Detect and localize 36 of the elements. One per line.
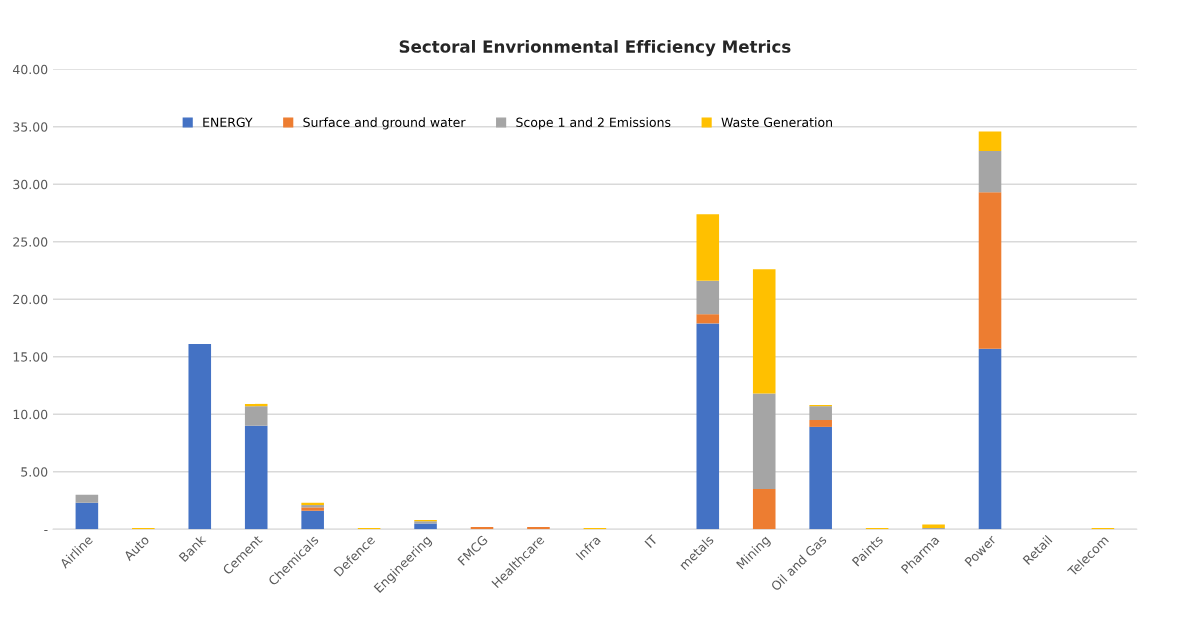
bar (414, 523, 437, 530)
bar (301, 510, 324, 530)
x-tick-label: IT (644, 534, 659, 548)
y-tick-label: 40.00 (12, 64, 48, 75)
y-tick-label: 20.00 (13, 294, 48, 305)
chart-title: Sectoral Envrionmental Efficiency Metrics (399, 39, 791, 57)
bar (809, 406, 832, 420)
bar (978, 192, 1002, 349)
bar (696, 323, 720, 530)
legend-label: Scope 1 and 2 Emissions (516, 117, 671, 130)
bar (244, 425, 268, 530)
bar (696, 214, 720, 281)
legend-label: Surface and ground water (303, 117, 466, 130)
y-tick-label: 5.00 (21, 467, 48, 477)
y-tick-label: 35.00 (13, 122, 48, 132)
bar (978, 131, 1002, 151)
bar (752, 488, 776, 530)
y-tick-label: 30.00 (13, 179, 48, 190)
y-tick-label: 10.00 (13, 409, 48, 420)
bar (696, 280, 720, 315)
y-tick-label: 25.00 (13, 237, 48, 247)
bar (978, 348, 1002, 530)
bar (809, 419, 832, 427)
legend-label: Waste Generation (721, 117, 832, 128)
bar (752, 393, 776, 489)
bar (75, 502, 99, 530)
y-tick-label: 15.00 (13, 352, 48, 362)
bar (188, 344, 212, 530)
bar (696, 314, 720, 324)
bar (809, 426, 832, 530)
legend-label: ENERGY (203, 117, 253, 128)
y-tick-label: - (44, 530, 48, 532)
bar (978, 150, 1002, 193)
bar (75, 494, 99, 503)
bar (752, 269, 776, 394)
bar (244, 406, 268, 426)
